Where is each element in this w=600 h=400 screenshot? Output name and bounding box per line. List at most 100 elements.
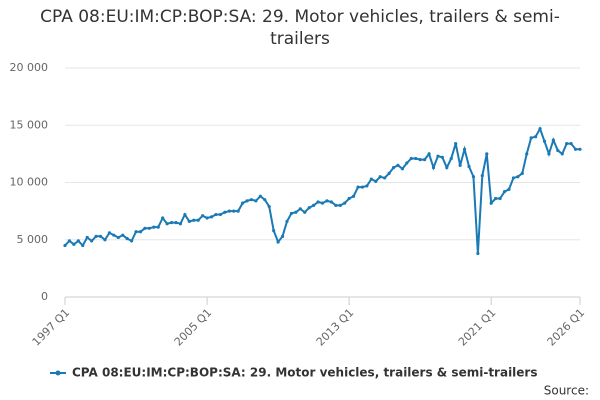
- data-point: [245, 199, 249, 203]
- y-tick-label: 0: [41, 290, 48, 303]
- data-point: [138, 230, 143, 234]
- data-point: [436, 154, 440, 158]
- data-point: [183, 212, 187, 217]
- data-point: [414, 156, 418, 161]
- data-point: [254, 199, 258, 203]
- data-point: [320, 201, 325, 205]
- data-point: [329, 200, 333, 204]
- data-point: [351, 194, 356, 198]
- data-point: [103, 238, 107, 242]
- data-point: [396, 163, 400, 167]
- data-point: [112, 233, 116, 237]
- data-point: [316, 200, 320, 204]
- data-point: [125, 237, 129, 241]
- data-point: [214, 212, 218, 217]
- data-point: [485, 152, 489, 156]
- data-point: [263, 198, 267, 202]
- data-line: [64, 126, 580, 254]
- data-point: [129, 239, 134, 243]
- data-point: [325, 199, 329, 203]
- data-point: [192, 218, 196, 222]
- data-point: [143, 226, 147, 230]
- x-tick-label: 2026 Q1: [545, 306, 588, 349]
- data-point: [201, 214, 205, 218]
- data-point: [232, 209, 236, 213]
- data-point: [107, 231, 111, 235]
- data-point: [409, 156, 413, 161]
- data-point: [98, 234, 103, 238]
- data-point: [249, 198, 254, 202]
- data-point: [378, 175, 382, 179]
- data-point: [156, 225, 160, 229]
- data-point: [534, 135, 538, 139]
- data-point: [427, 152, 431, 156]
- data-point: [556, 148, 560, 153]
- data-point: [267, 204, 271, 209]
- data-point: [507, 187, 511, 191]
- data-point: [276, 240, 280, 244]
- data-point: [298, 207, 302, 211]
- data-point: [423, 158, 427, 162]
- data-point: [418, 158, 422, 162]
- data-point: [369, 177, 373, 181]
- data-point: [280, 234, 285, 238]
- data-point: [458, 163, 462, 167]
- data-point: [334, 203, 338, 207]
- data-point: [63, 243, 67, 248]
- data-point: [565, 141, 569, 146]
- data-point: [516, 175, 520, 179]
- data-point: [285, 219, 289, 224]
- data-point: [360, 185, 365, 189]
- data-point: [116, 235, 120, 240]
- data-point: [169, 220, 174, 225]
- source-label: Source:: [544, 384, 589, 398]
- y-tick-label: 15 000: [10, 118, 49, 131]
- data-point: [431, 166, 436, 170]
- data-point: [498, 196, 502, 201]
- data-point: [573, 147, 578, 151]
- data-point: [218, 212, 222, 217]
- data-point: [542, 139, 547, 143]
- data-point: [365, 184, 369, 188]
- data-point: [467, 164, 471, 169]
- data-point: [489, 201, 493, 205]
- data-point: [161, 216, 165, 220]
- data-point: [391, 166, 396, 170]
- data-point: [520, 171, 524, 175]
- y-tick-label: 10 000: [10, 176, 49, 189]
- data-point: [90, 239, 94, 243]
- y-tick-label: 20 000: [10, 61, 49, 74]
- data-point: [374, 179, 378, 183]
- data-point: [81, 243, 85, 248]
- data-point: [400, 167, 405, 171]
- data-point: [258, 194, 262, 198]
- data-point: [205, 216, 209, 220]
- y-tick-label: 5 000: [17, 233, 49, 246]
- data-point: [67, 239, 72, 243]
- data-point: [223, 210, 227, 214]
- data-point: [445, 166, 449, 170]
- data-point: [196, 218, 200, 222]
- data-point: [356, 185, 360, 189]
- data-point: [502, 190, 507, 194]
- data-point: [178, 222, 183, 226]
- data-point: [476, 251, 480, 256]
- data-point: [294, 210, 298, 214]
- data-point: [236, 209, 240, 213]
- data-point: [147, 226, 151, 230]
- data-point: [347, 196, 351, 201]
- legend-label: CPA 08:EU:IM:CP:BOP:SA: 29. Motor vehicl…: [72, 366, 538, 380]
- data-point: [569, 141, 573, 146]
- data-point: [480, 174, 484, 178]
- data-point: [174, 220, 178, 225]
- chart-title: CPA 08:EU:IM:CP:BOP:SA: 29. Motor vehicl…: [40, 7, 560, 49]
- x-tick-label: 2021 Q1: [456, 306, 499, 349]
- data-point: [538, 127, 542, 131]
- data-point: [343, 201, 347, 205]
- data-point: [165, 222, 169, 226]
- data-point: [338, 203, 342, 207]
- data-point: [303, 210, 307, 214]
- data-point: [240, 201, 245, 205]
- data-point: [440, 155, 444, 159]
